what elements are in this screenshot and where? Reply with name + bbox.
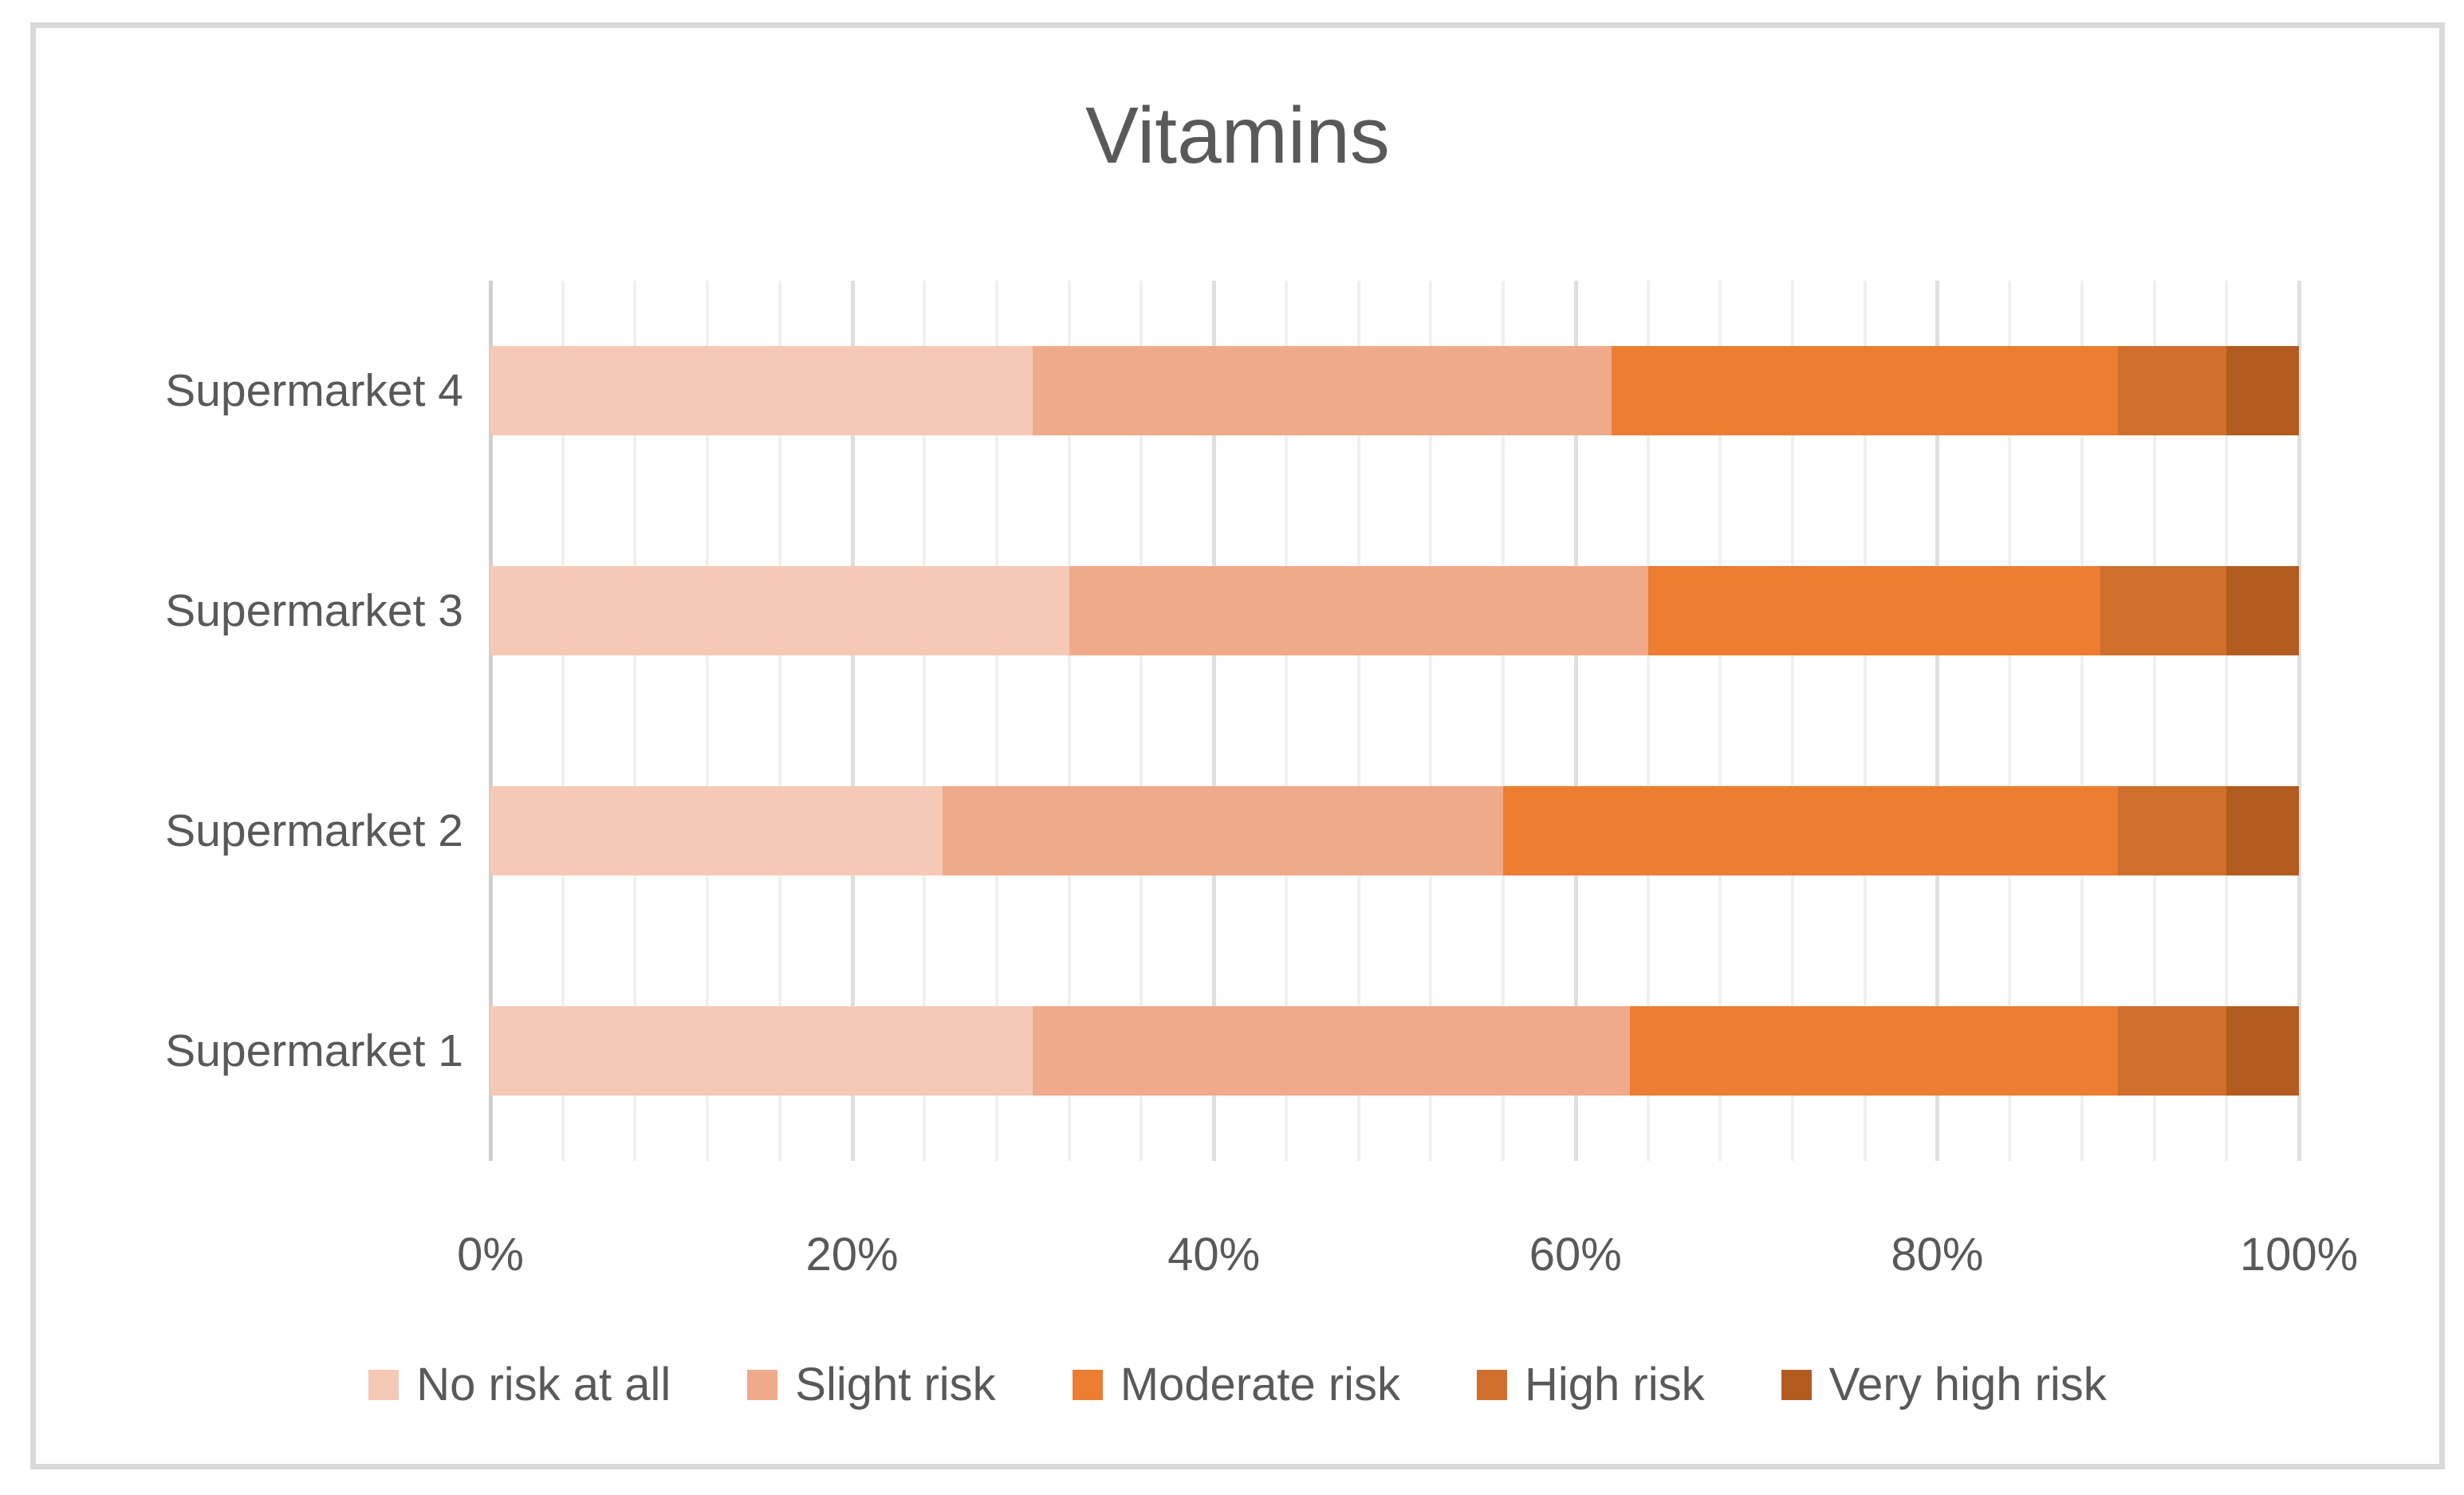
gridline-minor [1067,281,1071,1161]
legend-item: Moderate risk [1072,1358,1401,1411]
bar-segment [2118,1006,2227,1096]
gridline-minor [1502,281,1506,1161]
legend-swatch [1781,1369,1812,1400]
gridline-minor [777,281,781,1161]
x-axis-tick-labels: 0% 20% 40% 60% 80% 100% [457,1228,2358,1300]
gridline-minor [1356,281,1360,1161]
bar-segment [2226,1006,2299,1096]
gridline-minor [923,281,927,1161]
category-label: Supermarket 3 [165,585,463,636]
gridline-minor [2152,281,2156,1161]
gridline-minor [1140,281,1143,1161]
gridline-minor [995,281,999,1161]
legend-item: No risk at all [368,1358,671,1411]
chart-frame: Vitamins Supermarket 4 Supermarket 3 Super… [30,22,2445,1469]
legend-swatch [368,1369,400,1400]
category-label: Supermarket 2 [165,805,463,856]
gridline-minor [2008,281,2012,1161]
legend-label: High risk [1525,1359,1705,1410]
x-tick-label: 60% [1529,1229,1622,1281]
bar-segment [2226,566,2299,655]
bar-segment [1612,346,2119,435]
stacked-bar [490,346,2299,435]
bar-segment [490,1006,1033,1096]
category-label: Supermarket 1 [165,1025,463,1076]
chart-title: Vitamins [1085,91,1390,180]
gridline-minor [1863,281,1867,1161]
x-tick-label: 0% [457,1229,524,1281]
bar-segment [1033,346,1612,435]
bar-row: Supermarket 2 [165,721,2299,941]
gridline-major [2297,281,2301,1161]
legend-label: Slight risk [795,1359,996,1410]
bar-row: Supermarket 1 [165,941,2299,1161]
bar-segment [1069,566,1648,655]
x-tick-label: 100% [2239,1229,2359,1281]
legend: No risk at all Slight risk Moderate risk Hi… [36,1358,2439,1411]
bar-segment [1647,566,2100,655]
bar-segment [490,786,943,875]
bar-segment [2100,566,2227,655]
gridline-minor [633,281,637,1161]
bar-segment [2226,786,2299,875]
x-tick-label: 40% [1167,1229,1261,1281]
bar-segment [1033,1006,1630,1096]
stacked-bar [490,786,2299,875]
bar-segment [943,786,1504,875]
legend-label: Moderate risk [1120,1359,1401,1410]
bar-segment [490,566,1069,655]
stacked-bar [490,1006,2299,1096]
gridline-major [489,281,493,1161]
x-tick-label: 80% [1891,1229,1984,1281]
legend-label: Very high risk [1828,1359,2107,1410]
legend-label: No risk at all [416,1359,671,1410]
bar-segment [490,346,1033,435]
bar-segment [2118,346,2227,435]
bar-segment [1629,1006,2119,1096]
gridline-minor [1429,281,1433,1161]
bar-segment [1503,786,2119,875]
gridline-minor [561,281,565,1161]
legend-swatch [1072,1369,1103,1400]
bar-row: Supermarket 3 [165,501,2299,721]
gridline-major [1573,281,1578,1161]
x-tick-label: 20% [805,1229,899,1281]
legend-item: Very high risk [1781,1358,2107,1411]
bar-segment [2118,786,2227,875]
bar-row: Supermarket 4 [165,281,2299,501]
gridline-major [1935,281,1940,1161]
gridline-minor [1718,281,1722,1161]
legend-swatch [747,1369,778,1400]
plot-area: Supermarket 4 Supermarket 3 Supermarket 2 S… [165,281,2301,1161]
bar-rows: Supermarket 4 Supermarket 3 Supermarket 2 S… [165,281,2299,1161]
gridline-minor [1284,281,1288,1161]
gridline-major [850,281,855,1161]
legend-item: Slight risk [747,1358,996,1411]
legend-swatch [1477,1369,1508,1400]
stacked-bar [490,566,2299,655]
category-label: Supermarket 4 [165,365,463,416]
gridline-minor [1646,281,1650,1161]
gridline-minor [2225,281,2229,1161]
gridline-minor [2080,281,2084,1161]
gridline-minor [706,281,710,1161]
bar-segment [2226,346,2299,435]
gridline-major [1212,281,1217,1161]
gridline-minor [1790,281,1794,1161]
legend-item: High risk [1477,1358,1705,1411]
